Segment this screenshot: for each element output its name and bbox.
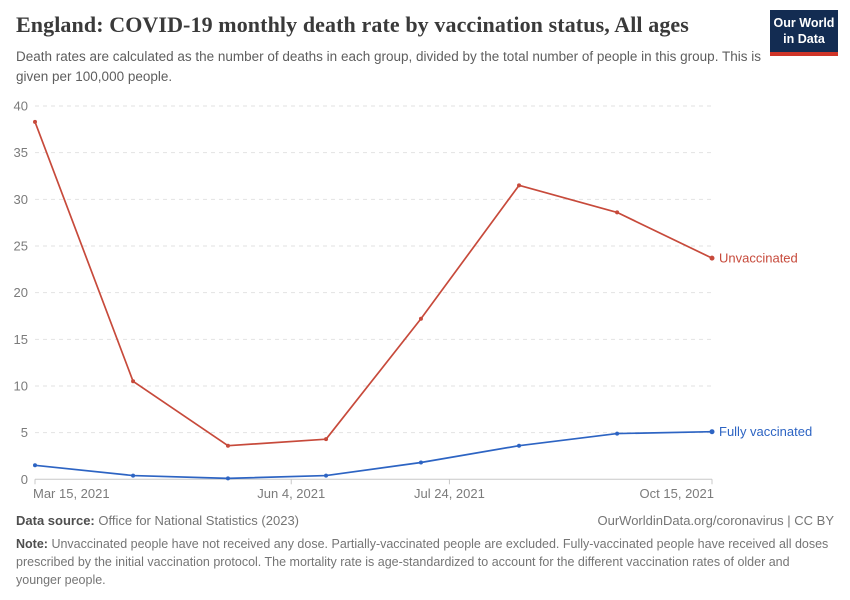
y-tick-label: 20: [14, 285, 28, 300]
y-tick-label: 5: [21, 425, 28, 440]
data-point-unvaccinated: [131, 379, 136, 384]
y-tick-label: 15: [14, 332, 28, 347]
y-tick-label: 0: [21, 472, 28, 487]
data-point-fully-vaccinated: [225, 476, 230, 481]
chart-header: England: COVID-19 monthly death rate by …: [16, 12, 764, 88]
attribution-link[interactable]: OurWorldinData.org/coronavirus | CC BY: [597, 513, 834, 528]
chart-footer: Data source: Office for National Statist…: [16, 513, 834, 589]
series-line-fully-vaccinated: [34, 430, 713, 480]
series-end-label-fully-vaccinated: Fully vaccinated: [719, 424, 812, 439]
data-point-fully-vaccinated: [131, 473, 136, 478]
data-point-fully-vaccinated: [709, 429, 715, 435]
data-point-unvaccinated: [517, 183, 522, 188]
data-point-unvaccinated: [418, 316, 423, 321]
chart-note: Note: Unvaccinated people have not recei…: [16, 535, 834, 589]
x-tick-label: Oct 15, 2021: [640, 486, 714, 501]
chart-subtitle: Death rates are calculated as the number…: [16, 49, 761, 85]
data-point-fully-vaccinated: [33, 463, 37, 468]
logo-line2: in Data: [783, 32, 825, 47]
data-source: Data source: Office for National Statist…: [16, 513, 299, 528]
y-tick-label: 30: [14, 192, 28, 207]
logo-line1: Our World: [773, 16, 835, 30]
data-source-label: Data source:: [16, 513, 95, 528]
note-text: Unvaccinated people have not received an…: [16, 537, 829, 588]
y-tick-label: 40: [14, 99, 28, 114]
y-tick-label: 35: [14, 145, 28, 160]
x-tick-label: Jul 24, 2021: [414, 486, 485, 501]
series-end-label-unvaccinated: Unvaccinated: [719, 251, 798, 266]
owid-logo: Our World in Data: [770, 10, 838, 56]
data-point-unvaccinated: [709, 255, 715, 261]
data-point-unvaccinated: [225, 443, 230, 448]
data-point-fully-vaccinated: [324, 473, 329, 478]
data-point-fully-vaccinated: [418, 460, 423, 465]
data-point-unvaccinated: [615, 210, 620, 215]
x-tick-label: Jun 4, 2021: [257, 486, 325, 501]
series-line-unvaccinated: [34, 121, 713, 447]
page-title: England: COVID-19 monthly death rate by …: [16, 12, 689, 37]
y-tick-label: 10: [14, 378, 28, 393]
data-point-unvaccinated: [324, 437, 329, 442]
data-point-fully-vaccinated: [615, 431, 620, 436]
data-source-value: Office for National Statistics (2023): [98, 513, 299, 528]
data-point-unvaccinated: [33, 119, 37, 124]
data-point-fully-vaccinated: [517, 443, 522, 448]
note-label: Note:: [16, 537, 48, 551]
x-tick-label: Mar 15, 2021: [33, 486, 110, 501]
y-tick-label: 25: [14, 238, 28, 253]
